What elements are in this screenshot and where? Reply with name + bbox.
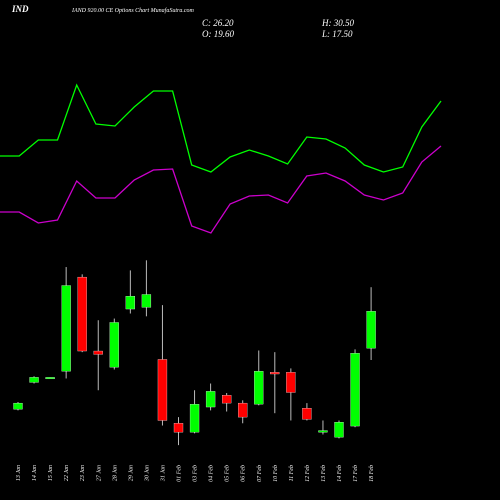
chart-title: IAND 920.00 CE Options Chart MunafaSutra… [71, 7, 195, 14]
candle-body [350, 353, 360, 427]
candle-body [254, 371, 264, 405]
candle-body [318, 430, 328, 433]
candle-body [29, 377, 39, 383]
candle-body [173, 423, 184, 433]
x-tick-label: 14 Jan [31, 465, 38, 481]
x-tick-label: 05 Feb [225, 465, 231, 482]
candle-body [125, 296, 135, 310]
x-tick-label: 31 Jan [160, 465, 166, 482]
candle-body [45, 377, 55, 380]
x-tick-label: 18 Feb [369, 465, 375, 482]
x-tick-label: 28 Jan [112, 465, 118, 481]
candle-body [109, 322, 119, 368]
x-tick-label: 22 Jan [64, 465, 70, 481]
candle-body [93, 350, 103, 355]
candle-body [334, 422, 344, 438]
x-tick-label: 15 Jan [48, 465, 54, 481]
x-tick-label: 07 Feb [257, 465, 263, 482]
x-tick-label: 13 Feb [321, 465, 327, 482]
x-tick-label: 23 Jan [80, 465, 86, 481]
x-tick-label: 04 Feb [208, 465, 215, 482]
x-tick-label: 12 Feb [305, 465, 311, 482]
x-tick-label: 17 Feb [353, 465, 359, 482]
high-label: H: 30.50 [321, 18, 354, 28]
candle-body [221, 395, 232, 404]
x-tick-label: 11 Feb [289, 465, 295, 481]
x-tick-label: 14 Feb [336, 465, 343, 482]
x-tick-label: 13 Jan [16, 465, 22, 481]
candle-body [205, 391, 216, 408]
x-tick-label: 01 Feb [177, 465, 183, 482]
symbol: IND [11, 4, 29, 14]
x-tick-label: 29 Jan [128, 465, 134, 481]
x-tick-label: 03 Feb [193, 465, 199, 482]
candle-body [286, 372, 296, 393]
candle-body [238, 402, 248, 418]
candle-body [141, 294, 152, 308]
x-tick-label: 10 Feb [273, 465, 279, 482]
open-label: O: 19.60 [202, 29, 234, 39]
candle-body [61, 285, 71, 372]
candle-body [366, 311, 376, 349]
close-label: C: 26.20 [202, 18, 234, 28]
candle-body [189, 404, 200, 433]
low-label: L: 17.50 [321, 29, 353, 39]
x-tick-label: 30 Jan [144, 465, 150, 482]
candle-body [157, 359, 168, 421]
line-series [0, 83, 442, 173]
candle-body [302, 408, 312, 420]
x-tick-label: 06 Feb [241, 465, 247, 482]
candle-body [77, 276, 87, 352]
candle-body [13, 402, 23, 410]
x-tick-label: 27 Jan [96, 465, 102, 481]
line-series [0, 145, 442, 234]
candle-body [270, 372, 280, 375]
